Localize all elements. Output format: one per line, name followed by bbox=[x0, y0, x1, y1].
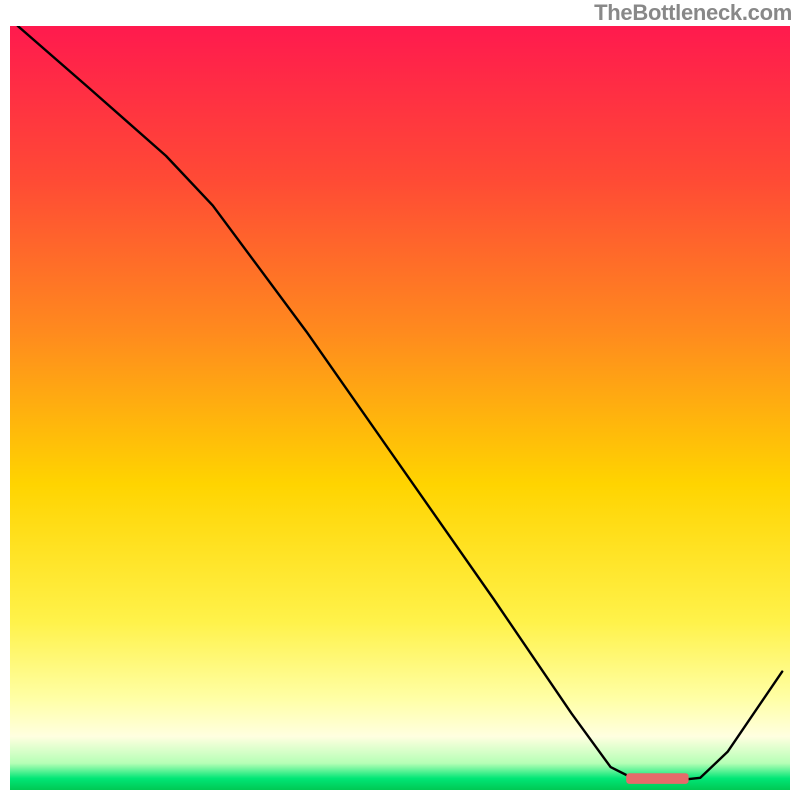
gradient-plot bbox=[10, 26, 790, 790]
watermark-text: TheBottleneck.com bbox=[594, 0, 792, 26]
gradient-background bbox=[10, 26, 790, 790]
chart-stage: TheBottleneck.com bbox=[0, 0, 800, 800]
optimum-marker bbox=[626, 773, 688, 784]
